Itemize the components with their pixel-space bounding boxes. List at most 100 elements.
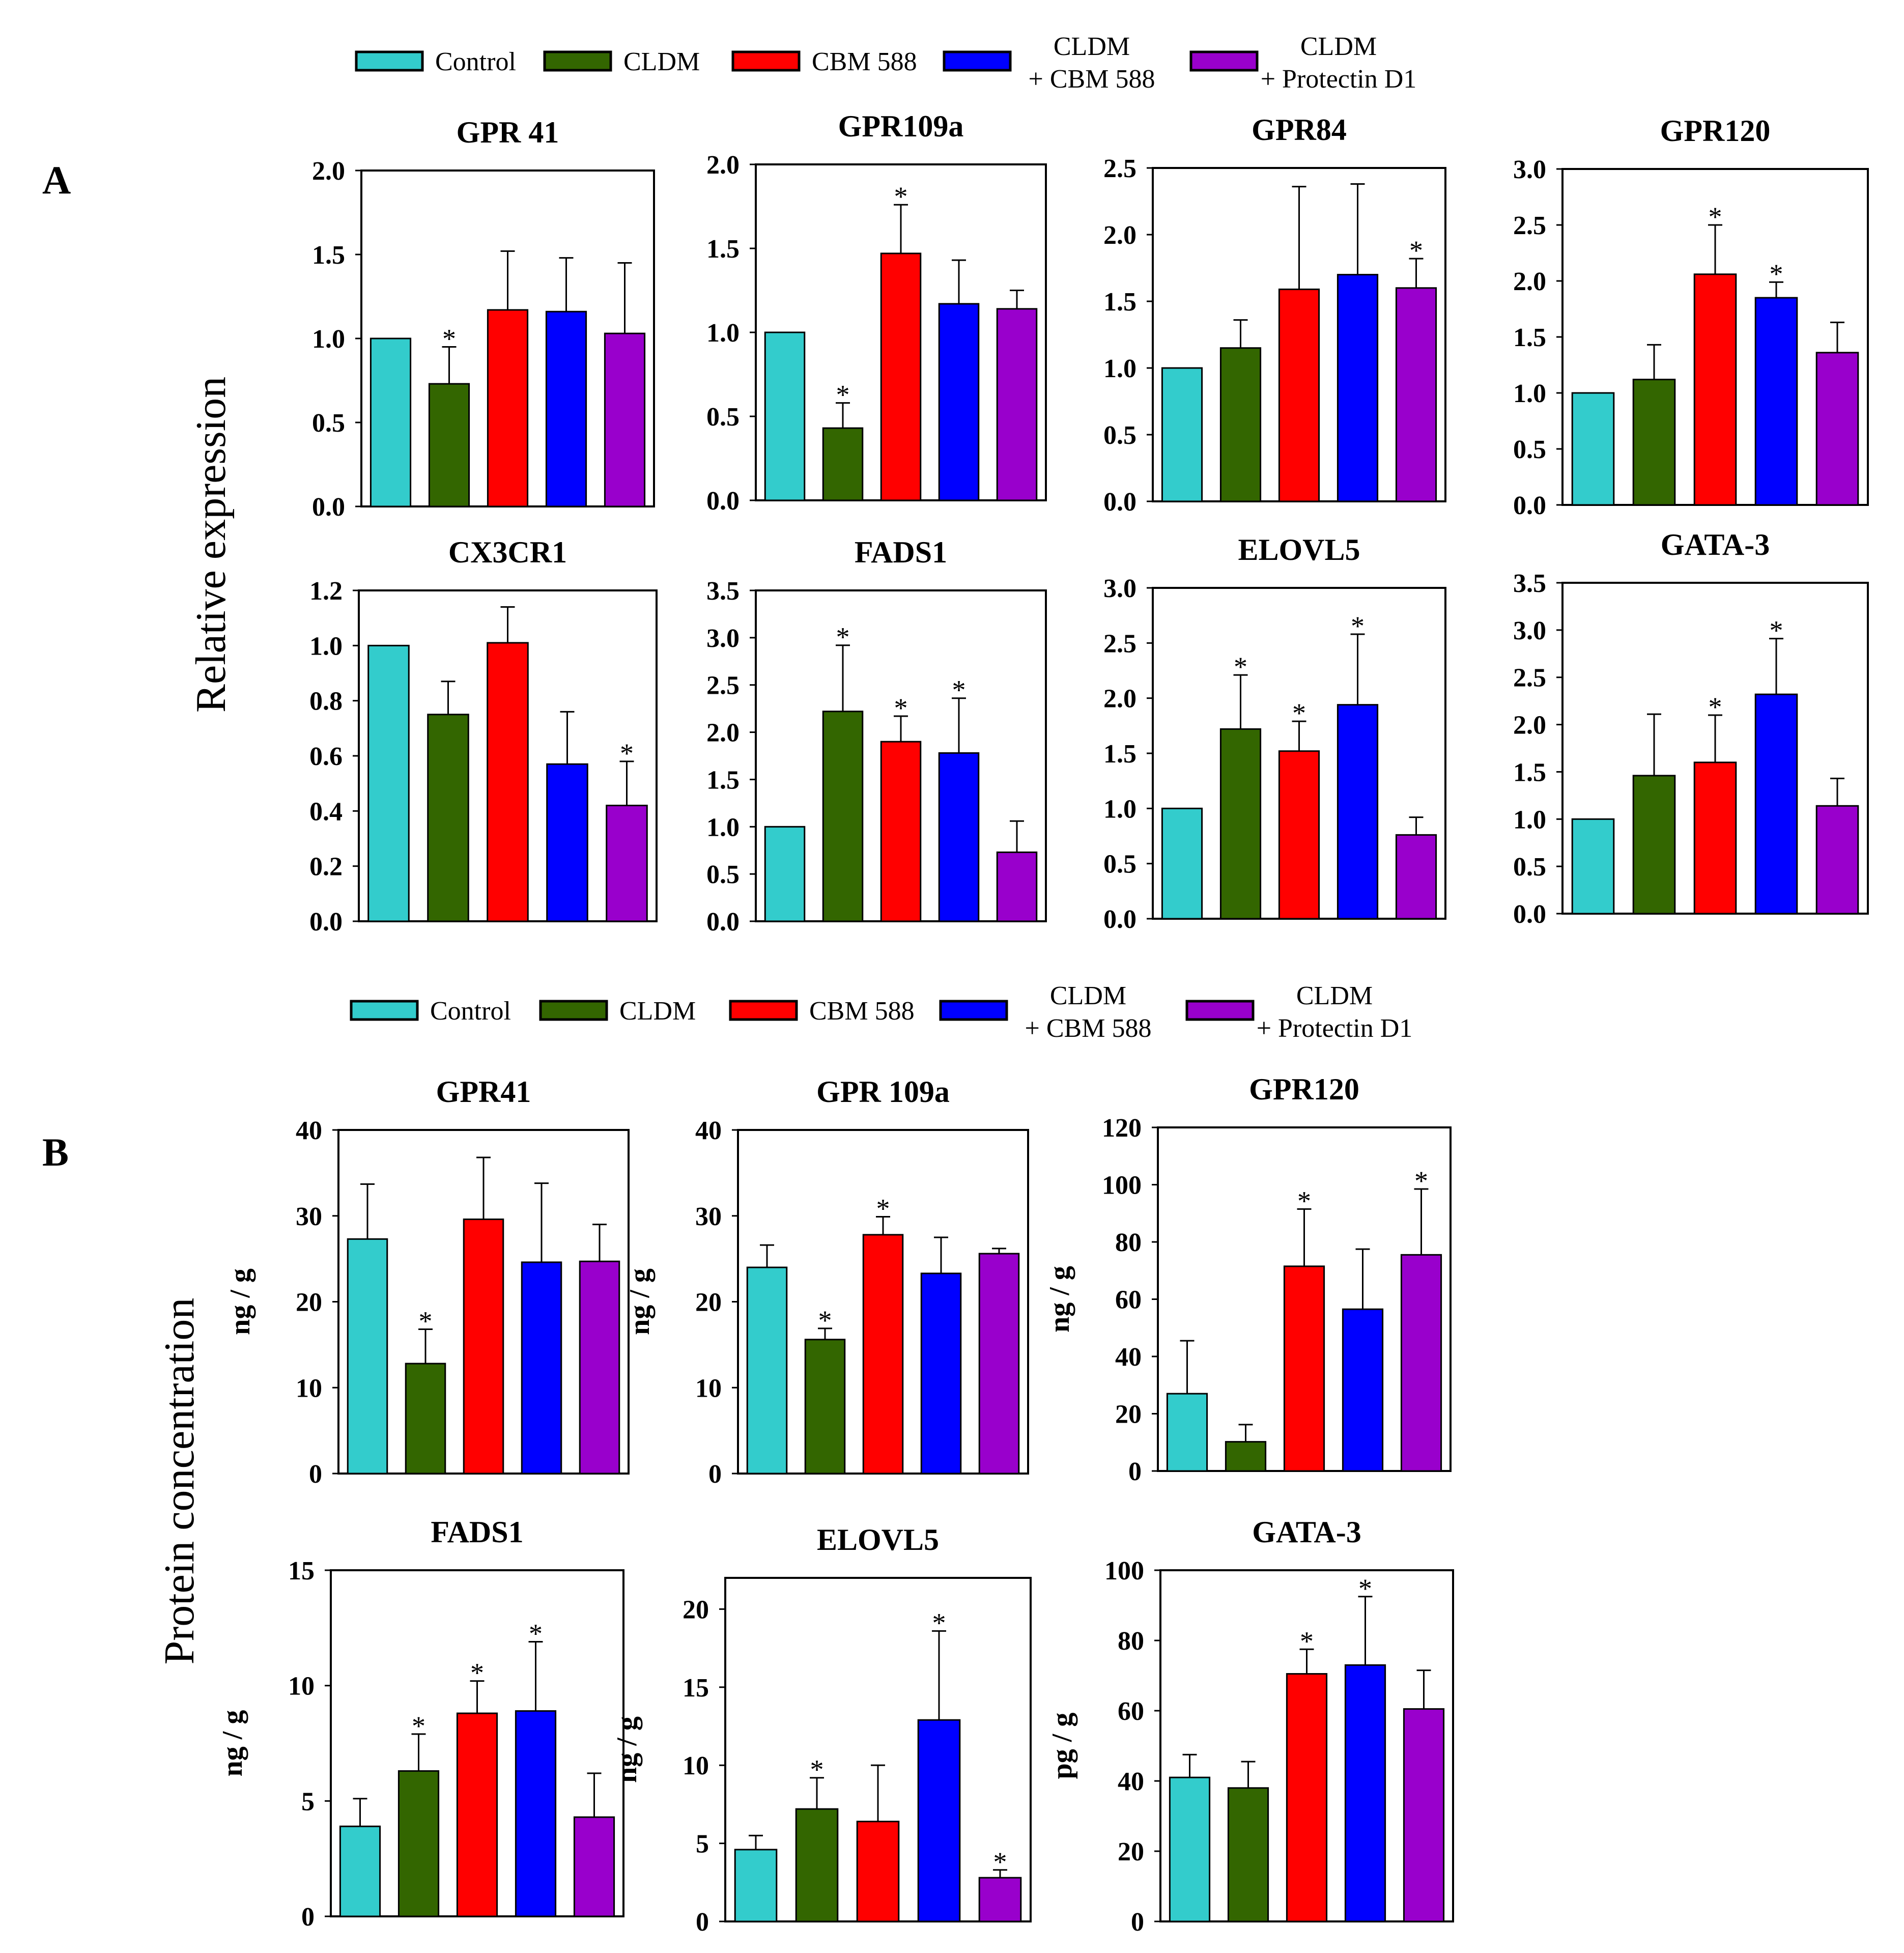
significance-marker: * (836, 380, 850, 410)
y-tick-label: 40 (296, 1116, 322, 1145)
y-tick-label: 0.0 (1513, 491, 1546, 520)
y-tick-label: 20 (1118, 1837, 1144, 1866)
bar-cldm-cbm-588 (1342, 1308, 1384, 1472)
bar-control (1571, 818, 1615, 915)
y-tick-label: 0.5 (1513, 853, 1546, 882)
bar-cldm (1227, 1787, 1269, 1922)
bar-cldm (822, 711, 864, 922)
y-tick-label: 1.0 (309, 632, 343, 661)
significance-marker: * (1709, 692, 1722, 722)
bar-control (367, 644, 410, 922)
y-tick-label: 2.0 (1103, 685, 1136, 714)
chart-a-fads1: FADS1 0.0 0.5 1.0 1.5 2.0 2.5 3.0 3.5 * * * (706, 535, 1047, 937)
y-tick-label: 15 (683, 1674, 709, 1703)
bar-cldm (795, 1808, 839, 1922)
y-tick-label: 20 (683, 1595, 709, 1624)
y-tick-label: 2.0 (1513, 267, 1546, 296)
bar-cldm (405, 1363, 446, 1475)
significance-marker: * (529, 1619, 543, 1649)
bar-control (746, 1266, 788, 1475)
bar-cldm (397, 1770, 440, 1917)
bar-cldm-cbm-588 (515, 1710, 557, 1917)
legend-label-control: Control (435, 47, 516, 76)
significance-marker: * (442, 324, 456, 354)
y-tick-label: 20 (296, 1288, 322, 1317)
y-tick-label: 80 (1118, 1627, 1144, 1656)
chart-a-gpr109a: GPR109a 0.0 0.5 1.0 1.5 2.0 * * (706, 109, 1047, 516)
y-tick-label: 2.0 (312, 157, 345, 186)
bar-cldm-protectin-d1 (1395, 287, 1437, 502)
bar-cldm (1219, 728, 1262, 920)
bar-cldm-protectin-d1 (1815, 805, 1859, 915)
bar-cldm-cbm-588 (1754, 297, 1798, 506)
y-axis-label: ng / g (224, 1268, 256, 1335)
legend-swatch-cldm-cbm-588 (939, 1000, 1008, 1021)
y-tick-label: 0.5 (1103, 421, 1136, 450)
significance-marker: * (620, 738, 634, 769)
y-tick-label: 0.5 (706, 403, 740, 432)
bar-cldm-cbm-588 (1337, 704, 1379, 920)
bar-cldm (428, 383, 470, 507)
y-tick-label: 0 (309, 1460, 322, 1489)
chart-title: ELOVL5 (1238, 533, 1360, 567)
bar-cldm-protectin-d1 (978, 1877, 1022, 1922)
y-tick-label: 40 (1118, 1767, 1144, 1796)
significance-marker: * (894, 693, 908, 723)
panel-b-ylabel: Protein concentration (156, 1298, 203, 1665)
bar-cldm-cbm-588 (920, 1272, 962, 1475)
bar-control (339, 1825, 381, 1917)
y-tick-label: 0.6 (309, 742, 343, 771)
bar-cbm-588 (1283, 1265, 1325, 1472)
legend-label-cldm-protectin-d1-line2: + Protectin D1 (1257, 1014, 1413, 1043)
chart-a-elovl5: ELOVL5 0.0 0.5 1.0 1.5 2.0 2.5 3.0 * * * (1103, 533, 1446, 934)
significance-marker: * (1351, 611, 1365, 641)
legend-swatch-cldm-cbm-588 (943, 50, 1012, 72)
bar-cldm-cbm-588 (521, 1261, 562, 1475)
bar-cldm-protectin-d1 (1815, 352, 1859, 506)
chart-a-gpr84: GPR84 0.0 0.5 1.0 1.5 2.0 2.5 * (1103, 113, 1446, 517)
significance-marker: * (876, 1193, 890, 1224)
y-tick-label: 2.5 (1103, 629, 1136, 658)
legend-label-cldm-cbm-588-line2: + CBM 588 (1025, 1014, 1152, 1043)
y-tick-label: 1.0 (1513, 805, 1546, 834)
bar-cldm-protectin-d1 (996, 308, 1038, 501)
significance-marker: * (470, 1658, 484, 1688)
bar-control (347, 1238, 388, 1475)
bar-cbm-588 (1286, 1673, 1328, 1922)
y-tick-label: 1.0 (706, 319, 740, 348)
y-tick-label: 2.0 (706, 719, 740, 748)
y-tick-label: 3.0 (1513, 155, 1546, 184)
bar-control (764, 826, 806, 922)
bar-cbm-588 (856, 1821, 900, 1922)
y-tick-label: 10 (296, 1374, 322, 1403)
y-tick-label: 1.5 (1103, 288, 1136, 317)
legend-swatch-control (355, 50, 424, 72)
chart-a-gata-3: GATA-3 0.0 0.5 1.0 1.5 2.0 2.5 3.0 3.5 * * (1513, 528, 1869, 929)
y-tick-label: 1.0 (1103, 795, 1136, 824)
y-tick-label: 30 (296, 1202, 322, 1231)
y-tick-label: 1.0 (1513, 379, 1546, 408)
legend-swatch-cldm-protectin-d1 (1185, 1000, 1255, 1021)
y-tick-label: 2.0 (706, 151, 740, 180)
chart-a-cx3cr1: CX3CR1 0.0 0.2 0.4 0.6 0.8 1.0 1.2 * (309, 535, 658, 937)
bar-cldm-cbm-588 (1754, 693, 1798, 915)
y-tick-label: 0.0 (1103, 905, 1136, 934)
chart-title: GPR 109a (816, 1075, 950, 1109)
y-tick-label: 0 (708, 1460, 722, 1489)
chart-title: GPR41 (436, 1075, 531, 1109)
y-tick-label: 1.5 (1513, 758, 1546, 787)
y-tick-label: 20 (1115, 1400, 1142, 1429)
bar-cldm-protectin-d1 (606, 805, 648, 922)
y-tick-label: 2.0 (1103, 221, 1136, 250)
y-tick-label: 100 (1102, 1171, 1142, 1200)
y-tick-label: 0 (301, 1903, 315, 1932)
significance-marker: * (1770, 259, 1783, 289)
chart-title: GPR120 (1249, 1072, 1359, 1106)
chart-title: FADS1 (855, 535, 947, 569)
bar-control (370, 337, 412, 507)
y-tick-label: 0.5 (1103, 850, 1136, 879)
legend-swatch-cldm-protectin-d1 (1189, 50, 1259, 72)
bar-cbm-588 (880, 252, 922, 501)
chart-title: GATA-3 (1252, 1515, 1361, 1549)
